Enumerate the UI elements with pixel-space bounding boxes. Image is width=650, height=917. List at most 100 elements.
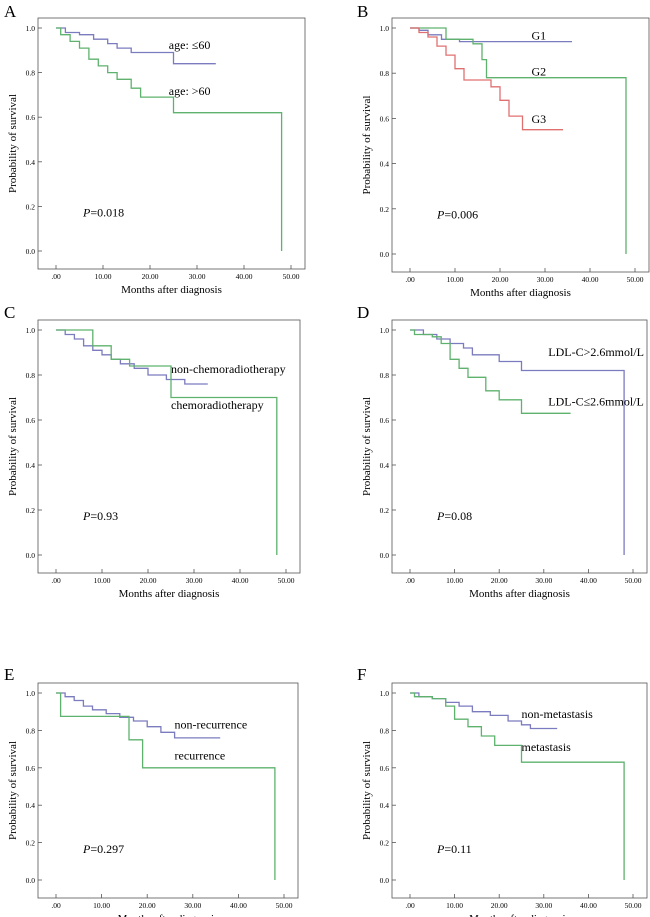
p-value-text: =0.93: [90, 509, 118, 523]
survival-curve: [56, 692, 276, 880]
survival-curve: [56, 27, 216, 65]
y-tick-label: 0.4: [26, 801, 36, 810]
panel-letter: B: [357, 2, 368, 21]
p-value-symbol: P: [82, 205, 91, 219]
y-tick-label: 0.8: [26, 726, 36, 735]
survival-curve: [56, 329, 278, 555]
p-value-text: =0.11: [444, 842, 471, 856]
x-tick-label: 30.00: [535, 576, 552, 585]
series-label: age: ≤60: [169, 38, 211, 52]
panel-e: E 0.0 0.2 0.4 0.6 0.8 1.0 .00 10.00 20.00 30.00 40.…: [4, 665, 299, 917]
series-label: non-metastasis: [522, 707, 594, 721]
p-value: P=0.93: [82, 509, 118, 523]
y-tick-label: 0.0: [26, 876, 36, 885]
x-tick-label: 10.00: [94, 576, 111, 585]
p-value: P=0.297: [82, 842, 124, 856]
x-tick-label: 50.00: [625, 901, 642, 910]
y-tick-label: 1.0: [380, 24, 390, 33]
y-tick-label: 0.2: [380, 506, 390, 515]
y-tick-label: 0.6: [26, 416, 36, 425]
p-value-text: =0.006: [444, 208, 478, 222]
survival-curve: [410, 329, 571, 414]
y-tick-label: 0.4: [380, 160, 390, 169]
x-tick-label: .00: [405, 576, 415, 585]
y-tick-label: 1.0: [26, 24, 36, 33]
series-label: metastasis: [522, 740, 572, 754]
x-tick-label: 50.00: [276, 901, 293, 910]
x-tick-label: 10.00: [447, 275, 464, 284]
series-label: chemoradiotherapy: [171, 398, 264, 412]
panel-c: C 0.0 0.2 0.4 0.6 0.8 1.0 .00 10.00 20.00 30.00 40.…: [4, 303, 301, 600]
panel-a: A 0.0 0.2 0.4 0.6 0.8 1.0 .00 10.00 20.00 30.00 40.…: [4, 2, 306, 296]
y-tick-label: 0.6: [26, 113, 36, 122]
y-axis-label: Probability of survival: [361, 741, 373, 840]
y-tick-label: 0.2: [26, 506, 36, 515]
series-label: LDL-C≤2.6mmol/L: [548, 394, 644, 408]
y-tick-label: 0.8: [26, 69, 36, 78]
plot-frame: [391, 17, 650, 273]
y-tick-label: 0.6: [380, 114, 390, 123]
x-tick-label: 50.00: [627, 275, 644, 284]
survival-curve: [56, 329, 208, 385]
y-tick-label: 0.2: [380, 205, 390, 214]
x-tick-label: 30.00: [537, 275, 554, 284]
x-tick-label: 30.00: [186, 576, 203, 585]
x-tick-label: 40.00: [232, 576, 249, 585]
x-tick-label: 50.00: [625, 576, 642, 585]
y-tick-label: 0.8: [380, 69, 390, 78]
panel-letter: D: [357, 303, 369, 322]
x-tick-label: 10.00: [93, 901, 110, 910]
x-tick-label: 40.00: [580, 901, 597, 910]
p-value: P=0.006: [436, 208, 478, 222]
p-value-text: =0.297: [90, 842, 124, 856]
x-tick-label: 40.00: [236, 272, 253, 281]
x-tick-label: .00: [405, 901, 415, 910]
x-tick-label: .00: [405, 275, 415, 284]
y-axis-label: Probability of survival: [7, 397, 19, 496]
plot-frame: [37, 682, 299, 899]
x-axis-label: Months after diagnosis: [118, 913, 219, 917]
p-value-text: =0.018: [90, 205, 124, 219]
y-tick-label: 0.0: [26, 551, 36, 560]
x-tick-label: 30.00: [189, 272, 206, 281]
survival-curve: [56, 692, 221, 739]
y-tick-label: 0.4: [380, 461, 390, 470]
x-axis-label: Months after diagnosis: [119, 588, 220, 600]
y-tick-label: 0.8: [380, 726, 390, 735]
x-axis-label: Months after diagnosis: [470, 287, 571, 299]
y-tick-label: 1.0: [380, 689, 390, 698]
y-axis-label: Probability of survival: [361, 397, 373, 496]
plot-frame: [37, 319, 301, 574]
panel-d: D 0.0 0.2 0.4 0.6 0.8 1.0 .00 10.00 20.00 30.00 40.…: [357, 303, 648, 600]
x-tick-label: 20.00: [491, 901, 508, 910]
series-label: recurrence: [175, 748, 226, 762]
x-tick-label: 10.00: [95, 272, 112, 281]
panel-b: B 0.0 0.2 0.4 0.6 0.8 1.0 .00 10.00 20.00 30.00 40.…: [357, 2, 650, 299]
x-tick-label: 30.00: [535, 901, 552, 910]
series-label: LDL-C>2.6mmol/L: [548, 345, 644, 359]
survival-curve: [410, 27, 627, 254]
survival-curve: [410, 27, 572, 43]
y-tick-label: 0.4: [26, 158, 36, 167]
survival-curve: [410, 27, 563, 131]
y-tick-label: 1.0: [26, 689, 36, 698]
plot-frame: [391, 319, 648, 574]
x-tick-label: 20.00: [140, 576, 157, 585]
y-tick-label: 0.6: [380, 416, 390, 425]
y-tick-label: 0.6: [380, 764, 390, 773]
p-value-symbol: P: [436, 842, 445, 856]
x-tick-label: 20.00: [492, 275, 509, 284]
x-tick-label: 30.00: [184, 901, 201, 910]
plot-frame: [37, 17, 306, 270]
y-axis-label: Probability of survival: [361, 96, 373, 195]
survival-curve: [56, 27, 283, 251]
y-axis-label: Probability of survival: [7, 741, 19, 840]
y-tick-label: 0.8: [26, 371, 36, 380]
x-tick-label: 20.00: [491, 576, 508, 585]
plot-frame: [391, 682, 648, 899]
x-tick-label: 40.00: [580, 576, 597, 585]
panel-letter: C: [4, 303, 15, 322]
series-label: non-chemoradiotherapy: [171, 362, 286, 376]
series-label: G2: [532, 64, 547, 78]
